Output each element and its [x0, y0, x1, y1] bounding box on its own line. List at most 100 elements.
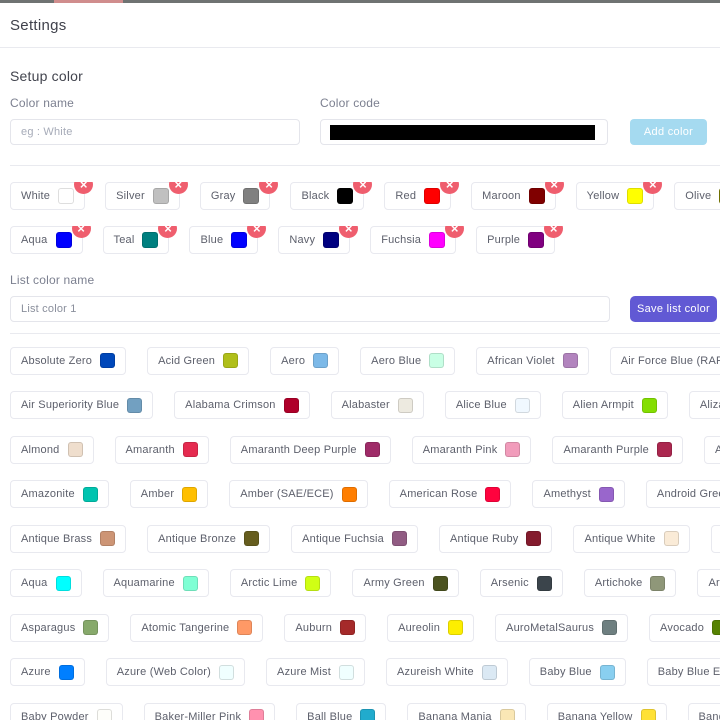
delete-color-icon[interactable]: × — [259, 182, 279, 194]
list-color-chip[interactable]: Alizarin Crimson — [688, 391, 720, 419]
color-chip-label: Baby Powder — [21, 710, 89, 720]
color-code-input[interactable] — [320, 119, 608, 145]
list-color-chip[interactable]: Arsenic — [479, 569, 563, 597]
color-name-input[interactable] — [10, 119, 300, 145]
color-swatch — [142, 232, 159, 248]
list-color-chip[interactable]: Almond — [10, 435, 94, 464]
list-color-chip[interactable]: Atomic Tangerine — [130, 613, 264, 642]
list-color-chip[interactable]: Artichoke — [583, 569, 677, 597]
delete-color-icon[interactable]: × — [158, 226, 178, 238]
delete-color-icon[interactable]: × — [71, 226, 91, 238]
list-color-chip[interactable]: Alabaster — [330, 391, 424, 419]
list-color-chip[interactable]: Apple Green — [710, 524, 720, 553]
delete-color-icon[interactable]: × — [544, 182, 564, 194]
color-swatch — [640, 709, 656, 720]
color-swatch — [231, 232, 248, 248]
list-color-chip[interactable]: Baker-Miller Pink — [143, 702, 276, 720]
list-color-chip[interactable]: Alien Armpit — [561, 391, 668, 419]
color-swatch — [223, 353, 239, 368]
list-color-chip[interactable]: Azureish White — [386, 658, 508, 686]
list-color-chip[interactable]: Antique Bronze — [147, 524, 271, 553]
delete-color-icon[interactable]: × — [353, 182, 373, 194]
color-chip-label: Android Green — [656, 488, 720, 500]
list-color-chip[interactable]: Amaranth Pink — [411, 435, 532, 464]
color-chip-label: Alizarin Crimson — [699, 399, 720, 411]
list-color-chip[interactable]: Bangladesh Green — [687, 702, 720, 720]
color-chip-label: Antique Bronze — [158, 532, 237, 545]
color-chip-label: Amaranth Deep Purple — [240, 443, 357, 456]
color-name-label: Color name — [10, 96, 75, 110]
list-color-chip[interactable]: Air Superiority Blue — [10, 391, 154, 419]
list-color-chip[interactable]: Amethyst — [532, 480, 625, 508]
list-color-chip[interactable]: Air Force Blue (RAF) — [609, 346, 720, 375]
list-color-chip[interactable]: Ball Blue — [296, 702, 387, 720]
color-swatch — [249, 709, 265, 720]
list-color-chip[interactable]: Amaranth Deep Purple — [229, 435, 391, 464]
list-color-chip[interactable]: Arylide Yellow — [697, 569, 720, 597]
list-color-chip[interactable]: Army Green — [352, 569, 459, 597]
divider — [10, 333, 720, 334]
delete-color-icon[interactable]: × — [247, 226, 267, 238]
list-color-chip[interactable]: Amazonite — [10, 480, 109, 508]
list-color-chip[interactable]: Acid Green — [147, 346, 250, 375]
delete-color-icon[interactable]: × — [643, 182, 663, 194]
list-color-chip[interactable]: Amaranth Purple — [552, 435, 683, 464]
list-color-chip[interactable]: Antique Brass — [10, 524, 127, 553]
delete-color-icon[interactable]: × — [339, 226, 359, 238]
list-color-chip[interactable]: Antique White — [573, 524, 690, 553]
list-color-chip[interactable]: Aqua — [10, 569, 82, 597]
list-color-chip[interactable]: Aero Blue — [360, 346, 456, 375]
list-color-chip[interactable]: AuroMetalSaurus — [495, 613, 629, 642]
color-chip-label: Baby Blue Eyes — [657, 666, 720, 678]
list-color-chip[interactable]: Aero — [270, 346, 340, 375]
color-chip-label: Alice Blue — [455, 399, 507, 411]
color-swatch — [397, 397, 413, 413]
delete-color-icon[interactable]: × — [544, 226, 564, 238]
add-color-button[interactable]: Add color — [630, 119, 707, 145]
list-color-chip[interactable]: Amber (SAE/ECE) — [229, 480, 368, 508]
list-color-chip[interactable]: American Rose — [388, 480, 512, 508]
list-color-name-input[interactable] — [10, 296, 610, 322]
color-chip-label: Amaranth Purple — [563, 443, 649, 456]
list-color-chip[interactable]: Aquamarine — [102, 569, 209, 597]
list-color-chip[interactable]: Asparagus — [10, 613, 110, 642]
saved-color-chip: Olive× — [674, 182, 720, 210]
list-color-chip[interactable]: African Violet — [476, 346, 589, 375]
list-color-chip[interactable]: Antique Fuchsia — [291, 524, 419, 553]
list-color-chip[interactable]: Azure — [10, 658, 85, 686]
list-color-chip[interactable]: Baby Powder — [10, 702, 123, 720]
color-chip-label: Alabama Crimson — [185, 399, 276, 411]
list-color-chip[interactable]: Absolute Zero — [10, 346, 127, 375]
list-color-chip[interactable]: Android Green — [645, 480, 720, 508]
list-color-chip[interactable]: Antique Ruby — [439, 524, 553, 553]
list-color-chip[interactable]: Alabama Crimson — [174, 391, 310, 419]
color-chip-label: Arctic Lime — [240, 577, 298, 589]
list-color-chip[interactable]: Amaranth Red — [704, 435, 720, 464]
list-color-chip[interactable]: Baby Blue Eyes — [646, 658, 720, 686]
list-color-chip[interactable]: Banana Yellow — [546, 702, 667, 720]
divider — [10, 165, 720, 166]
save-list-color-button[interactable]: Save list color — [630, 296, 717, 322]
delete-color-icon[interactable]: × — [168, 182, 188, 194]
delete-color-icon[interactable]: × — [74, 182, 94, 194]
delete-color-icon[interactable]: × — [445, 226, 465, 238]
list-color-chip[interactable]: Baby Blue — [528, 658, 626, 686]
list-color-chip[interactable]: Aureolin — [387, 613, 475, 642]
list-color-chip[interactable]: Auburn — [284, 613, 367, 642]
list-color-chip[interactable]: Amaranth — [114, 435, 209, 464]
color-swatch — [82, 486, 98, 502]
color-chip-label: Black — [301, 190, 330, 202]
list-color-chip[interactable]: Arctic Lime — [229, 569, 332, 597]
list-color-chip[interactable]: Alice Blue — [444, 391, 541, 419]
delete-color-icon[interactable]: × — [440, 182, 460, 194]
list-color-chip[interactable]: Azure Mist — [266, 658, 365, 686]
list-color-chip[interactable]: Avocado — [649, 613, 720, 642]
saved-color-chip: Silver × — [105, 182, 188, 210]
color-swatch — [514, 397, 530, 413]
list-color-chip[interactable]: Azure (Web Color) — [105, 658, 246, 686]
list-color-chip[interactable]: Banana Mania — [407, 702, 526, 720]
color-swatch — [58, 188, 75, 204]
color-swatch — [424, 188, 441, 204]
list-color-chip[interactable]: Amber — [129, 480, 209, 508]
color-swatch — [152, 188, 169, 204]
